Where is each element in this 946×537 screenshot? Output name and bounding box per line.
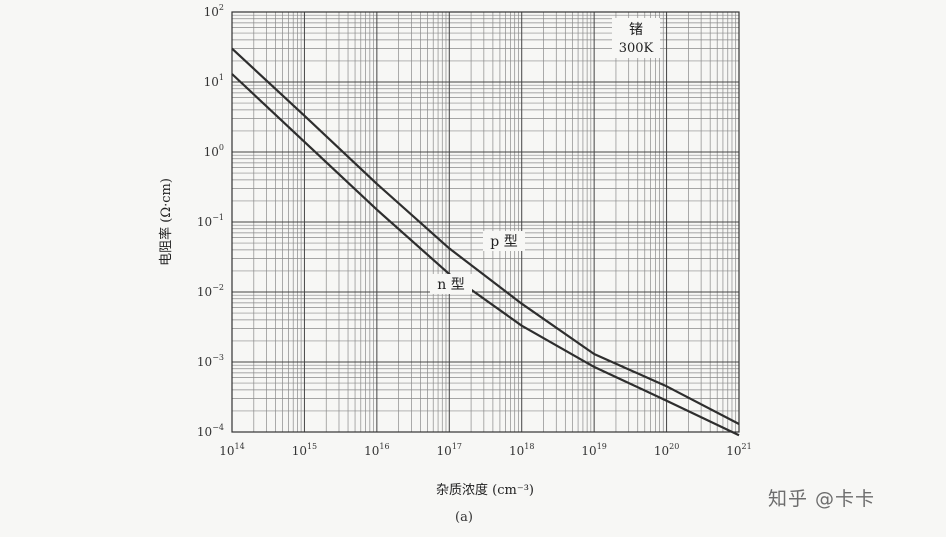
x-axis-label: 杂质浓度 (cm⁻³)	[436, 482, 534, 498]
x-tick-label: 1014	[219, 442, 244, 458]
material-label: 锗	[629, 22, 643, 38]
x-tick-label: 1020	[654, 442, 679, 458]
series-line-p	[231, 47, 740, 425]
p-label-bg	[483, 231, 525, 251]
series-label-p: p 型	[490, 234, 517, 250]
n-label-bg	[430, 274, 472, 294]
series-line-n	[231, 73, 740, 437]
x-tick-label: 1016	[364, 442, 389, 458]
data-curves	[231, 47, 740, 437]
watermark: 知乎 @卡卡	[768, 488, 876, 510]
figure-caption: (a)	[455, 510, 473, 525]
y-tick-label: 10−1	[197, 213, 224, 229]
x-tick-label: 1021	[726, 442, 751, 458]
series-label-n: n 型	[437, 277, 464, 293]
y-tick-label: 101	[204, 73, 224, 89]
x-tick-label: 1018	[509, 442, 534, 458]
plot-frame	[231, 11, 740, 433]
y-axis-label: 电阻率 (Ω·cm)	[158, 178, 174, 266]
y-tick-labels: 102 101 100 10−1 10−2 10−3 10−4	[197, 3, 224, 439]
x-tick-label: 1019	[581, 442, 606, 458]
y-tick-label: 10−4	[197, 423, 224, 439]
temperature-label: 300K	[619, 41, 654, 56]
y-tick-label: 102	[204, 3, 224, 19]
x-tick-label: 1015	[292, 442, 317, 458]
y-tick-label: 10−2	[197, 283, 224, 299]
y-tick-label: 100	[204, 143, 224, 159]
annotation-box	[612, 18, 660, 58]
x-tick-label: 1017	[437, 442, 462, 458]
x-tick-labels: 1014 1015 1016 1017 1018 1019 1020 1021	[219, 442, 751, 458]
y-tick-label: 10−3	[197, 353, 224, 369]
